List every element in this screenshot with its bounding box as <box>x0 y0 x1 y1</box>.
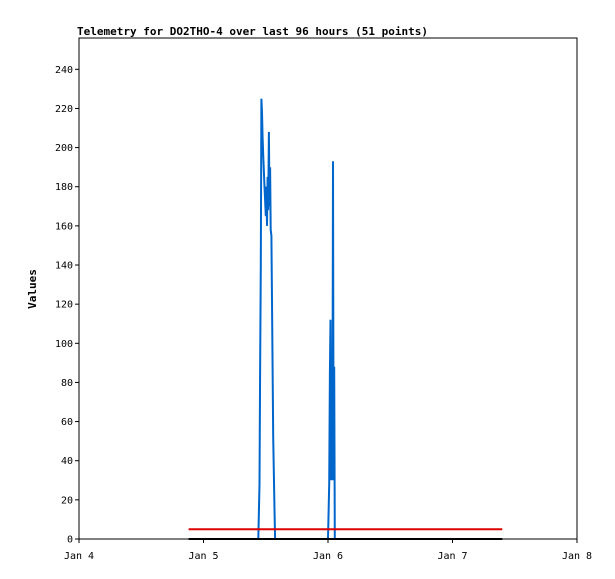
y-tick-label: 0 <box>67 535 73 546</box>
plot-frame <box>78 37 578 540</box>
x-tick-label: Jan 8 <box>562 551 592 562</box>
y-tick-label: 60 <box>61 417 73 428</box>
y-tick-label: 140 <box>55 261 73 272</box>
y-tick-label: 220 <box>55 104 73 115</box>
y-tick-label: 180 <box>55 182 73 193</box>
x-tick-label: Jan 6 <box>313 551 343 562</box>
y-axis-label: Values <box>26 269 39 309</box>
y-axis-ticks: 0 20 40 60 80 100 120 140 160 180 200 220 240 <box>55 65 79 546</box>
y-tick-label: 240 <box>55 65 73 76</box>
x-tick-label: Jan 4 <box>64 551 94 562</box>
y-tick-label: 80 <box>61 378 73 389</box>
y-tick-label: 40 <box>61 456 73 467</box>
y-tick-label: 20 <box>61 495 73 506</box>
x-tick-label: Jan 5 <box>188 551 218 562</box>
chart-title: Telemetry for DO2THO-4 over last 96 hour… <box>77 25 428 38</box>
x-tick-label: Jan 7 <box>437 551 467 562</box>
y-tick-label: 200 <box>55 143 73 154</box>
y-tick-label: 160 <box>55 221 73 232</box>
y-tick-label: 100 <box>55 339 73 350</box>
series-line-1 <box>257 98 336 540</box>
x-axis-ticks: Jan 4 Jan 5 Jan 6 Jan 7 Jan 8 <box>64 539 592 562</box>
y-tick-label: 120 <box>55 300 73 311</box>
series-layer <box>188 98 503 540</box>
